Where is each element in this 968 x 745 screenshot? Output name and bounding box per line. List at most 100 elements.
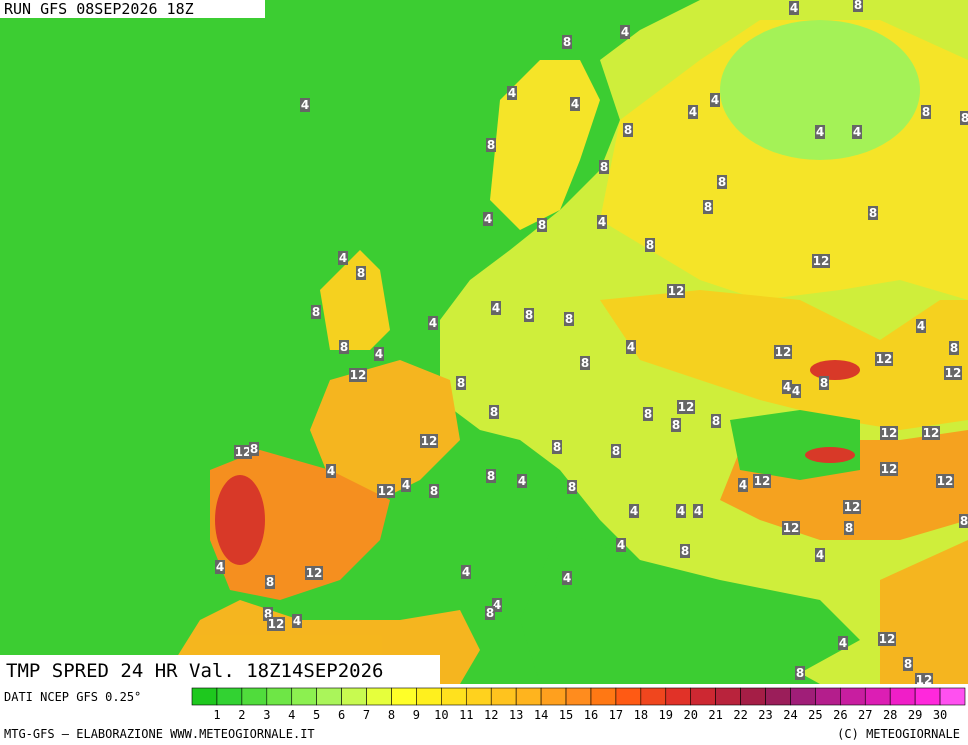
map-label: 4	[790, 1, 798, 15]
label-box	[567, 480, 577, 494]
legend-label: 7	[363, 708, 370, 722]
map-label: 4	[630, 504, 638, 518]
label-box	[645, 238, 655, 252]
map-label: 4	[571, 97, 579, 111]
map-label: 4	[739, 478, 747, 492]
label-box	[688, 105, 698, 119]
legend: 1 2 3 4 5 6 7 8 9 10 11 12 13 14 15 16 17 18 19 20 21 22 23 24 2…	[191, 687, 966, 722]
label-box	[489, 405, 499, 419]
legend-swatch	[765, 687, 791, 706]
map-label: 4	[216, 560, 224, 574]
map-label: 4	[339, 251, 347, 265]
label-box	[456, 376, 466, 390]
legend-label: 23	[758, 708, 772, 722]
label-box	[552, 440, 562, 454]
map-label: 8	[854, 0, 862, 12]
legend-swatch	[490, 687, 517, 706]
map-label: 8	[960, 514, 968, 528]
map-label: 4	[689, 105, 697, 119]
map-title: TMP SPRED 24 HR Val. 18Z14SEP2026	[6, 660, 384, 682]
legend-swatch	[216, 687, 243, 706]
label-box	[795, 666, 805, 680]
legend-label: 28	[883, 708, 897, 722]
legend-label: 19	[659, 708, 673, 722]
legend-label: 10	[434, 708, 448, 722]
label-box	[852, 125, 862, 139]
map-label: 8	[869, 206, 877, 220]
map-label: 4	[402, 478, 410, 492]
label-box	[922, 426, 940, 440]
label-box	[853, 0, 863, 12]
label-box	[429, 484, 439, 498]
map-label: 8	[718, 175, 726, 189]
label-box	[292, 614, 302, 628]
map-label: 12	[844, 500, 861, 514]
label-box	[815, 125, 825, 139]
legend-label: 8	[388, 708, 395, 722]
map-label: 12	[421, 434, 438, 448]
map-label: 12	[775, 345, 792, 359]
label-box	[629, 504, 639, 518]
label-box	[710, 93, 720, 107]
label-box	[507, 86, 517, 100]
legend-label: 26	[833, 708, 847, 722]
map-label: 4	[792, 384, 800, 398]
label-box	[267, 617, 285, 631]
map-label: 8	[565, 312, 573, 326]
label-box	[738, 478, 748, 492]
legend-label: 29	[908, 708, 922, 722]
label-box	[428, 316, 438, 330]
label-box	[667, 284, 685, 298]
label-box	[485, 606, 495, 620]
label-box	[812, 254, 830, 268]
label-box	[611, 444, 621, 458]
legend-swatch	[366, 687, 392, 706]
label-box	[782, 521, 800, 535]
label-box	[703, 200, 713, 214]
map-label: 12	[923, 426, 940, 440]
map-label: 12	[350, 368, 367, 382]
legend-swatch	[939, 687, 966, 706]
map-label: 8	[672, 418, 680, 432]
map-label: 4	[375, 347, 383, 361]
label-box	[959, 514, 968, 528]
map-label: 8	[646, 238, 654, 252]
map-label: 8	[600, 160, 608, 174]
legend-swatch	[615, 687, 642, 706]
map-label: 8	[644, 407, 652, 421]
map-label: 8	[845, 521, 853, 535]
map-label: 12	[945, 366, 962, 380]
map-label: 8	[563, 35, 571, 49]
legend-label: 15	[559, 708, 573, 722]
run-label: RUN GFS 08SEP2026 18Z	[4, 0, 194, 18]
map-label: 4	[917, 319, 925, 333]
map-label: 12	[813, 254, 830, 268]
title-box	[0, 655, 440, 684]
legend-label: 9	[413, 708, 420, 722]
map-label: 4	[694, 504, 702, 518]
map-label: 8	[487, 469, 495, 483]
map-label: 8	[538, 218, 546, 232]
label-box	[880, 426, 898, 440]
map-label: 12	[678, 400, 695, 414]
map-label: 8	[486, 606, 494, 620]
label-box	[903, 657, 913, 671]
label-box	[401, 478, 411, 492]
label-box	[263, 607, 273, 621]
map-label: 8	[553, 440, 561, 454]
label-box	[311, 305, 321, 319]
label-box	[616, 538, 626, 552]
source: DATI NCEP GFS 0.25°	[4, 690, 141, 704]
label-box	[774, 345, 792, 359]
legend-label: 21	[708, 708, 722, 722]
legend-swatch	[391, 687, 417, 706]
map-label: 8	[490, 405, 498, 419]
label-box	[880, 462, 898, 476]
label-box	[693, 504, 703, 518]
label-box	[374, 347, 384, 361]
legend-swatch	[515, 687, 542, 706]
legend-swatch	[815, 687, 841, 706]
label-box	[936, 474, 954, 488]
map-label: 8	[250, 442, 258, 456]
